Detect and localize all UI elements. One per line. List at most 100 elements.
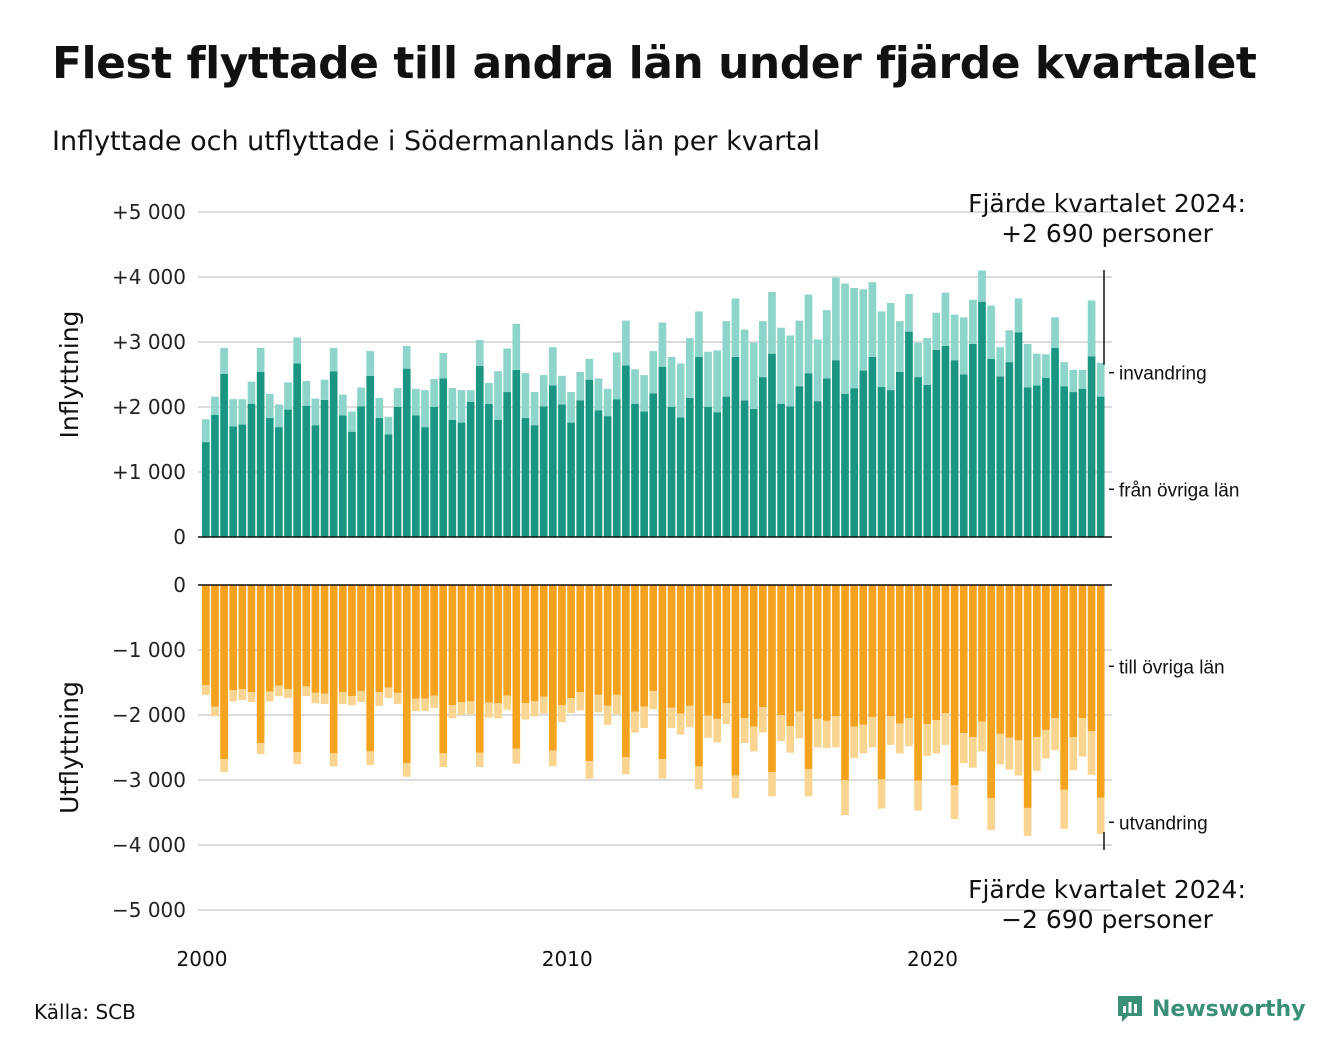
bar-domestic-in [466, 401, 475, 537]
bar-domestic-in [220, 373, 228, 537]
bar-domestic-out [1023, 585, 1032, 808]
bar-emigration [1023, 807, 1032, 836]
bar-immigration [539, 375, 548, 407]
bar-emigration [357, 690, 365, 702]
bar-domestic-in [777, 403, 785, 537]
bar-domestic-in [302, 405, 311, 537]
bar-domestic-out [612, 585, 621, 695]
chart-subtitle: Inflyttade och utflyttade i Södermanland… [52, 126, 820, 157]
bar-domestic-out [302, 585, 311, 687]
bar-domestic-out [695, 585, 703, 767]
bar-emigration [1051, 718, 1059, 751]
bar-domestic-out [375, 585, 384, 693]
bar-domestic-in [759, 377, 767, 537]
bar-emigration [1069, 737, 1078, 771]
bar-domestic-out [466, 585, 475, 702]
bar-domestic-in [521, 418, 530, 537]
bar-domestic-out [293, 585, 301, 753]
bar-domestic-out [877, 585, 886, 780]
bar-emigration [740, 718, 749, 743]
bar-domestic-out [923, 585, 932, 725]
bar-emigration [950, 785, 959, 819]
bar-domestic-out [759, 585, 767, 708]
bar-domestic-out [676, 585, 685, 714]
bar-domestic-in [512, 369, 521, 537]
y-tick-label: 0 [173, 525, 186, 549]
bar-domestic-in [658, 366, 667, 537]
bar-domestic-out [275, 585, 283, 686]
bar-domestic-out [530, 585, 539, 702]
bar-immigration [877, 311, 886, 387]
y-tick-label: +1 000 [112, 460, 186, 484]
bar-immigration [704, 351, 712, 407]
bar-domestic-out [658, 585, 667, 760]
bar-domestic-in [366, 375, 375, 537]
bar-domestic-in [256, 371, 265, 537]
bar-emigration [1042, 729, 1050, 759]
bar-domestic-out [1096, 585, 1105, 798]
bar-domestic-in [978, 301, 986, 537]
chart-title: Flest flyttade till andra län under fjär… [52, 38, 1257, 89]
newsworthy-logo-icon [1118, 996, 1142, 1022]
bar-immigration [466, 390, 475, 402]
bar-emigration [229, 690, 238, 702]
bar-domestic-in [649, 393, 658, 537]
bar-immigration [777, 327, 785, 404]
bar-domestic-in [329, 371, 338, 537]
bar-domestic-out [1069, 585, 1078, 738]
bar-emigration [220, 759, 228, 773]
bar-emigration [375, 692, 384, 706]
bar-domestic-in [612, 399, 621, 537]
bar-immigration [886, 303, 895, 391]
bar-domestic-in [950, 360, 959, 537]
bar-emigration [284, 689, 292, 699]
bar-domestic-out [795, 585, 804, 712]
bar-domestic-in [439, 378, 448, 537]
bar-immigration [329, 347, 338, 372]
bar-domestic-out [366, 585, 375, 752]
latest-outflow-note: −2 690 personer [1001, 905, 1214, 934]
bar-domestic-in [1060, 386, 1069, 537]
bar-immigration [768, 291, 776, 354]
x-tick-label: 2020 [907, 947, 958, 971]
bar-emigration [987, 798, 995, 831]
bar-emigration [914, 780, 922, 811]
bar-immigration [265, 394, 274, 419]
bar-emigration [548, 750, 557, 767]
bar-immigration [941, 292, 950, 346]
bar-domestic-in [603, 416, 612, 537]
bar-immigration [631, 369, 639, 404]
bar-domestic-in [348, 431, 356, 537]
bar-domestic-out [813, 585, 822, 719]
bar-domestic-in [585, 379, 594, 537]
bar-immigration [375, 397, 384, 419]
bar-emigration [265, 691, 274, 702]
bar-emigration [941, 713, 950, 745]
bar-domestic-in [485, 403, 493, 537]
bar-immigration [759, 321, 767, 378]
bar-immigration [1087, 300, 1096, 357]
bar-emigration [612, 694, 621, 715]
bar-emigration [859, 724, 868, 754]
bar-emigration [804, 768, 813, 797]
bar-domestic-in [475, 366, 484, 537]
bar-domestic-in [695, 356, 703, 537]
bar-domestic-out [768, 585, 776, 773]
bar-emigration [348, 696, 356, 706]
bar-emigration [640, 706, 648, 728]
bar-domestic-out [886, 585, 895, 717]
bar-immigration [594, 378, 603, 411]
brand-logo[interactable]: Newsworthy [1116, 994, 1306, 1024]
bar-domestic-out [284, 585, 292, 689]
bar-domestic-in [229, 426, 238, 537]
y-tick-label: +5 000 [112, 200, 186, 224]
series-label: till övriga län [1119, 657, 1225, 678]
bar-immigration [357, 387, 365, 407]
bar-domestic-out [220, 585, 228, 760]
bar-emigration [822, 720, 831, 749]
bar-immigration [521, 373, 530, 419]
bar-domestic-in [959, 374, 968, 537]
bar-domestic-in [1023, 387, 1032, 537]
bar-immigration [558, 375, 566, 405]
